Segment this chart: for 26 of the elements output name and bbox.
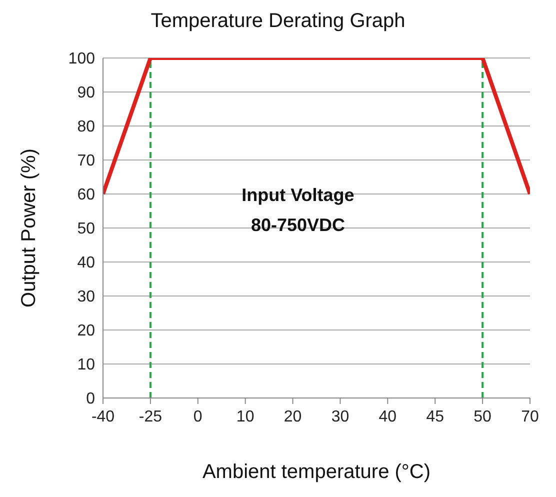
x-tick-label: -40 [91,408,115,426]
chart-title: Temperature Derating Graph [150,10,406,33]
y-tick-label: 80 [77,118,96,136]
x-tick-label: 30 [331,408,350,426]
annotation: Input Voltage [240,184,356,207]
x-tick-label: 10 [236,408,254,426]
x-tick-label: 20 [284,408,302,426]
y-tick-label: 30 [77,288,96,306]
y-tick-label: 20 [77,322,96,340]
x-tick-label: 70 [521,408,539,426]
x-tick-label: -25 [138,408,162,426]
x-tick-label: 45 [426,408,444,426]
x-tick-label: 40 [378,408,397,426]
x-axis-title: Ambient temperature (°C) [202,461,431,483]
y-axis-title: Output Power (%) [18,148,40,308]
x-tick-label: 50 [474,408,492,426]
y-tick-label: 60 [77,186,96,204]
y-tick-label: 0 [86,390,96,408]
y-tick-label: 50 [77,220,96,238]
y-tick-label: 100 [68,50,96,68]
y-tick-label: 70 [77,152,96,170]
y-tick-label: 90 [77,84,96,102]
annotation: 80-750VDC [250,214,346,237]
x-tick-label: 0 [193,408,202,426]
y-tick-label: 10 [77,356,96,374]
y-tick-label: 40 [77,254,96,272]
